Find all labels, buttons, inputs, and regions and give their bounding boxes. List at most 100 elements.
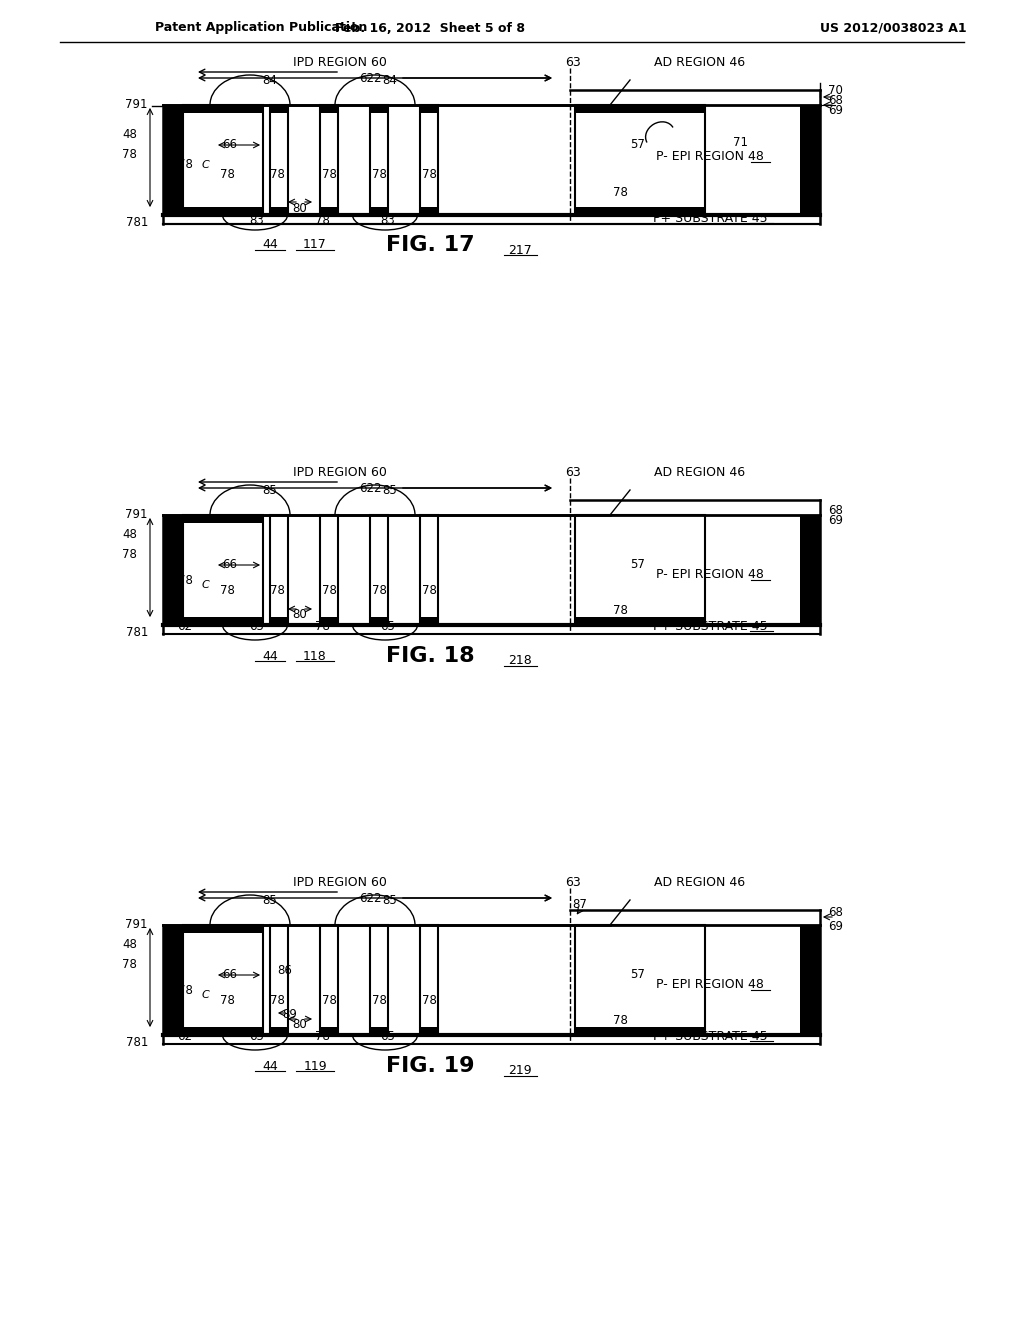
Text: 78: 78 xyxy=(122,149,137,161)
Bar xyxy=(370,106,388,215)
Text: 791: 791 xyxy=(126,508,148,521)
Bar xyxy=(370,207,388,215)
Text: 118: 118 xyxy=(303,649,327,663)
Bar xyxy=(575,616,705,624)
Text: C: C xyxy=(201,160,209,170)
Text: IPD REGION 60: IPD REGION 60 xyxy=(293,875,387,888)
Text: Patent Application Publication: Patent Application Publication xyxy=(155,21,368,34)
Text: 44: 44 xyxy=(262,239,278,252)
Text: 63: 63 xyxy=(565,875,581,888)
Text: P+ SUBSTRATE 45: P+ SUBSTRATE 45 xyxy=(652,211,767,224)
Bar xyxy=(370,515,388,624)
Bar xyxy=(575,207,705,215)
Bar xyxy=(575,106,705,114)
Text: FIG. 18: FIG. 18 xyxy=(386,645,474,667)
Text: 86: 86 xyxy=(278,964,293,977)
Text: 48: 48 xyxy=(122,939,137,952)
Text: 62: 62 xyxy=(177,1030,193,1043)
Bar xyxy=(800,106,820,215)
Text: 66: 66 xyxy=(222,969,238,982)
Text: 62: 62 xyxy=(177,619,193,632)
Bar xyxy=(163,106,183,215)
Text: 791: 791 xyxy=(126,99,148,111)
Bar xyxy=(575,1027,705,1035)
Text: 65: 65 xyxy=(381,1030,395,1043)
Text: 622: 622 xyxy=(358,482,381,495)
Text: AD REGION 46: AD REGION 46 xyxy=(654,55,745,69)
Bar xyxy=(319,616,338,624)
Bar xyxy=(575,925,705,1035)
Text: 78: 78 xyxy=(122,958,137,972)
Text: US 2012/0038023 A1: US 2012/0038023 A1 xyxy=(820,21,967,34)
Bar xyxy=(370,616,388,624)
Text: 83: 83 xyxy=(381,214,395,227)
Text: 791: 791 xyxy=(126,919,148,932)
Bar xyxy=(270,1027,288,1035)
Text: Feb. 16, 2012  Sheet 5 of 8: Feb. 16, 2012 Sheet 5 of 8 xyxy=(335,21,525,34)
Bar xyxy=(183,925,263,933)
Text: IPD REGION 60: IPD REGION 60 xyxy=(293,466,387,479)
Text: 78: 78 xyxy=(219,583,234,597)
Text: 78: 78 xyxy=(177,573,193,586)
Text: 78: 78 xyxy=(612,603,628,616)
Bar xyxy=(270,925,288,1035)
Text: 78: 78 xyxy=(314,214,330,227)
Text: 80: 80 xyxy=(293,202,307,214)
Text: 69: 69 xyxy=(828,103,843,116)
Text: 80: 80 xyxy=(293,609,307,622)
Bar xyxy=(420,616,438,624)
Text: 48: 48 xyxy=(122,128,137,141)
Text: 71: 71 xyxy=(732,136,748,149)
Bar xyxy=(370,925,388,1035)
Text: 68: 68 xyxy=(828,94,843,107)
Text: 68: 68 xyxy=(828,503,843,516)
Text: 78: 78 xyxy=(177,158,193,172)
Bar xyxy=(270,207,288,215)
Text: 69: 69 xyxy=(828,920,843,933)
Text: 84: 84 xyxy=(383,74,397,87)
Text: 622: 622 xyxy=(358,891,381,904)
Bar xyxy=(183,106,263,114)
Text: 78: 78 xyxy=(219,169,234,181)
Text: P- EPI REGION 48: P- EPI REGION 48 xyxy=(656,150,764,164)
Text: 44: 44 xyxy=(262,1060,278,1072)
Text: 44: 44 xyxy=(262,649,278,663)
Text: 57: 57 xyxy=(631,969,645,982)
Text: 78: 78 xyxy=(422,169,436,181)
Text: 119: 119 xyxy=(303,1060,327,1072)
Text: 89: 89 xyxy=(283,1008,297,1022)
Text: 65: 65 xyxy=(381,619,395,632)
Bar xyxy=(420,106,438,114)
Bar xyxy=(270,106,288,114)
Text: 622: 622 xyxy=(358,71,381,84)
Text: 83: 83 xyxy=(250,214,264,227)
Bar xyxy=(800,925,820,1035)
Text: 78: 78 xyxy=(314,619,330,632)
Text: 63: 63 xyxy=(565,55,581,69)
Text: 65: 65 xyxy=(250,619,264,632)
Bar xyxy=(575,515,705,624)
Bar xyxy=(319,106,338,215)
Text: 78: 78 xyxy=(322,583,337,597)
Text: 78: 78 xyxy=(322,994,337,1006)
Bar xyxy=(370,106,388,114)
Text: 57: 57 xyxy=(631,139,645,152)
Text: P- EPI REGION 48: P- EPI REGION 48 xyxy=(656,978,764,991)
Text: 781: 781 xyxy=(126,626,148,639)
Text: 117: 117 xyxy=(303,239,327,252)
Text: P- EPI REGION 48: P- EPI REGION 48 xyxy=(656,569,764,582)
Text: 78: 78 xyxy=(269,169,285,181)
Bar xyxy=(420,106,438,215)
Text: 66: 66 xyxy=(222,558,238,572)
Bar xyxy=(183,616,263,624)
Text: 781: 781 xyxy=(126,215,148,228)
Text: 69: 69 xyxy=(828,513,843,527)
Text: 85: 85 xyxy=(262,894,278,907)
Text: FIG. 17: FIG. 17 xyxy=(386,235,474,255)
Text: 217: 217 xyxy=(508,243,531,256)
Text: 65: 65 xyxy=(250,1030,264,1043)
Text: C: C xyxy=(201,579,209,590)
Bar xyxy=(319,1027,338,1035)
Text: 84: 84 xyxy=(262,74,278,87)
Text: 219: 219 xyxy=(508,1064,531,1077)
